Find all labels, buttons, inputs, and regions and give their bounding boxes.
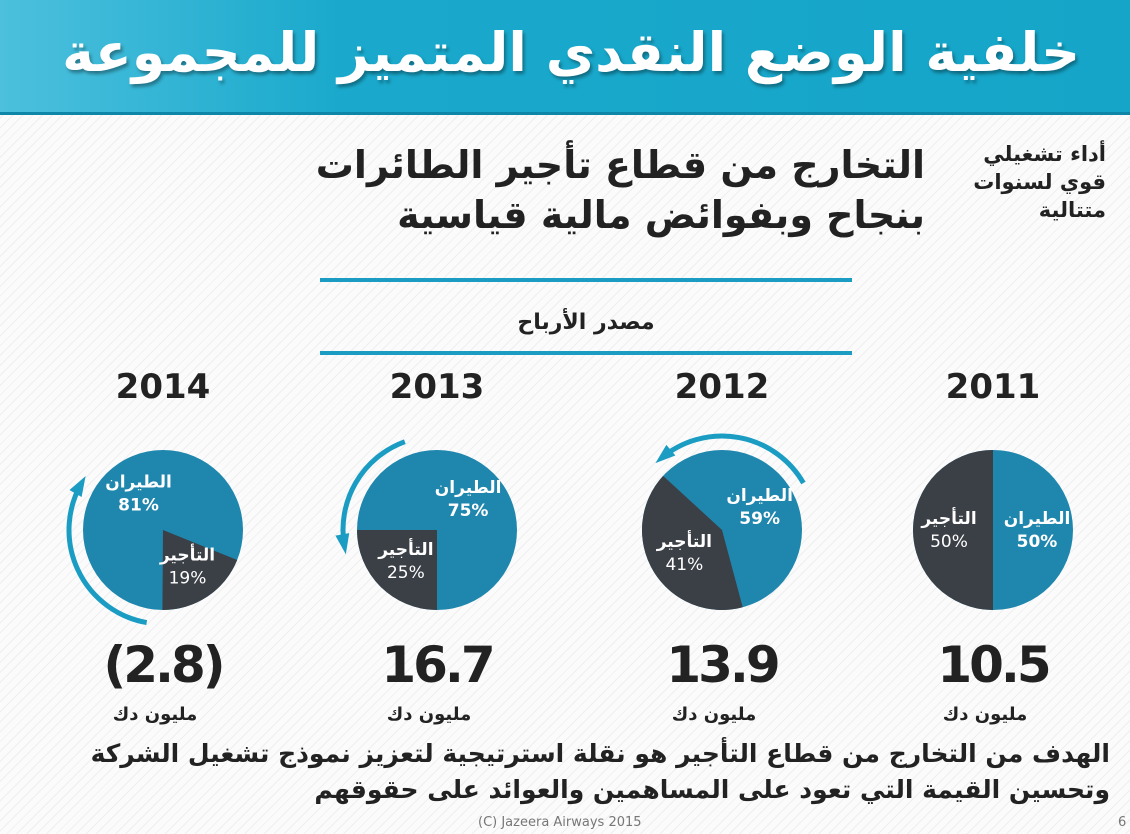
profit-value: 10.5 (937, 636, 1049, 694)
page-number: 6 (1118, 815, 1127, 830)
profit-value: (2.8) (103, 636, 222, 694)
leasing-label: التأجير (920, 507, 976, 529)
leasing-label: التأجير (656, 530, 712, 552)
divider-top (320, 278, 852, 282)
aviation-label: الطيران (105, 472, 172, 492)
profit-unit: مليون دك (672, 704, 757, 725)
leasing-percent: 50% (930, 532, 968, 552)
pie-slice-leasing (642, 475, 743, 610)
subtitle: التخارج من قطاع تأجير الطائرات بنجاح وبف… (315, 143, 925, 237)
year-label: 2013 (390, 367, 485, 407)
aviation-percent: 59% (739, 509, 780, 529)
pie-slice-leasing (357, 530, 437, 610)
year-label: 2014 (116, 367, 211, 407)
aviation-label: الطيران (726, 486, 793, 506)
copyright: (C) Jazeera Airways 2015 (478, 815, 642, 830)
arrow-head-icon (335, 533, 350, 555)
profit-unit: مليون دك (113, 704, 198, 725)
profit-value: 16.7 (381, 636, 492, 694)
goal-text: الهدف من التخارج من قطاع التأجير هو نقلة… (90, 739, 1110, 804)
pie-slice-leasing (162, 530, 238, 610)
arrow-head-icon (69, 476, 86, 497)
aviation-percent: 81% (118, 495, 159, 515)
aviation-label: الطيران (1004, 509, 1071, 529)
arrow-arc (66, 481, 148, 626)
leasing-percent: 25% (387, 563, 425, 583)
leasing-label: التأجير (377, 538, 433, 560)
arrow-arc (659, 433, 806, 485)
profit-value: 13.9 (666, 636, 778, 694)
year-label: 2011 (946, 367, 1041, 407)
leasing-percent: 19% (169, 569, 207, 589)
divider-bottom (320, 351, 852, 355)
year-label: 2012 (675, 367, 770, 407)
profit-unit: مليون دك (387, 704, 472, 725)
arrow-arc (340, 439, 406, 547)
aviation-percent: 75% (448, 501, 489, 521)
header-banner: خلفية الوضع النقدي المتميز للمجموعة (0, 0, 1130, 115)
leasing-label: التأجير (159, 544, 215, 566)
profit-unit: مليون دك (943, 704, 1028, 725)
pie-slice-leasing (913, 450, 993, 610)
page-title: خلفية الوضع النقدي المتميز للمجموعة (62, 21, 1080, 84)
pie-charts: 2011 الطيران 50% التأجير 50% 10.5 مليون دك 2012… (66, 367, 1073, 725)
arrow-head-icon (655, 444, 676, 464)
side-note: أداء تشغيلي قوي لسنوات متتالية (973, 142, 1106, 222)
aviation-percent: 50% (1017, 532, 1058, 552)
leasing-percent: 41% (665, 555, 703, 575)
aviation-label: الطيران (435, 478, 502, 498)
chart-title: مصدر الأرباح (517, 310, 655, 335)
